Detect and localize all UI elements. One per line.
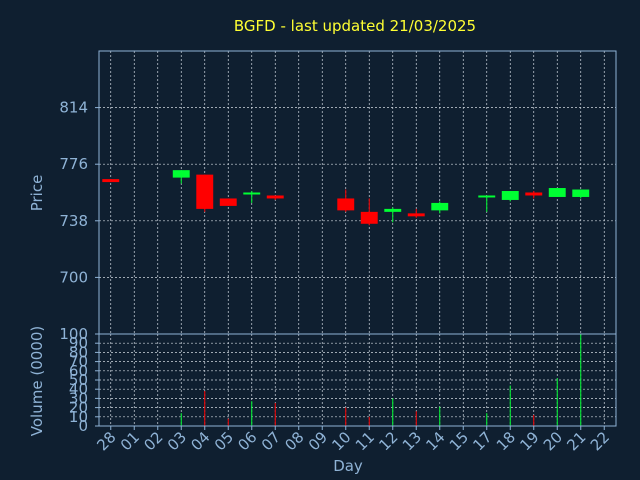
candle-body — [337, 198, 355, 211]
price-tick-label: 738 — [59, 212, 88, 230]
x-tick-label: 13 — [399, 428, 425, 454]
x-tick-label: 18 — [493, 428, 519, 454]
volume-frame — [98, 333, 617, 427]
price-axis-label: Price — [28, 175, 46, 212]
candle-body — [384, 208, 402, 212]
x-tick-label: 01 — [117, 428, 143, 454]
x-tick-label: 07 — [258, 428, 284, 454]
volume-grid — [99, 333, 616, 427]
candles — [102, 170, 590, 226]
candle-body — [478, 195, 496, 198]
candle-body — [219, 198, 237, 206]
price-tick-label: 776 — [59, 155, 88, 173]
x-tick-label: 28 — [93, 428, 119, 454]
x-tick-label: 15 — [446, 428, 472, 454]
volume-bars — [180, 334, 582, 426]
x-tick-label: 19 — [516, 428, 542, 454]
volume-tick-label: 50 — [69, 371, 88, 389]
x-axis-ticks: 2801020304050607080910111213141517181920… — [93, 426, 613, 454]
x-tick-label: 02 — [140, 428, 166, 454]
volume-axis-label: Volume (0000) — [28, 326, 46, 436]
x-tick-label: 03 — [164, 428, 190, 454]
volume-tick-label: 80 — [69, 343, 88, 361]
volume-tick-label: 100 — [59, 325, 88, 343]
volume-tick-label: 0 — [78, 417, 88, 435]
x-tick-label: 08 — [281, 428, 307, 454]
volume-tick-label: 90 — [69, 334, 88, 352]
x-tick-label: 04 — [187, 428, 213, 454]
x-tick-label: 10 — [328, 428, 354, 454]
chart-title: BGFD - last updated 21/03/2025 — [234, 17, 476, 35]
x-tick-label: 11 — [352, 428, 378, 454]
x-tick-label: 17 — [469, 428, 495, 454]
candle-body — [360, 211, 378, 224]
candle-body — [431, 202, 449, 211]
candle-body — [196, 174, 214, 209]
candle-body — [548, 188, 566, 197]
candle-body — [102, 179, 120, 183]
x-tick-label: 14 — [422, 428, 448, 454]
x-tick-label: 09 — [305, 428, 331, 454]
price-y-ticks: 700 738 776 814 — [59, 99, 99, 286]
candle-body — [243, 192, 261, 195]
candle-body — [266, 195, 284, 199]
price-tick-label: 814 — [59, 99, 88, 117]
candle-body — [525, 192, 543, 196]
price-panel: 700 738 776 814 — [59, 50, 617, 335]
candle-body — [501, 191, 519, 200]
x-tick-label: 05 — [211, 428, 237, 454]
x-axis-label: Day — [333, 457, 363, 475]
volume-tick-label: 10 — [69, 408, 88, 426]
volume-tick-label: 20 — [69, 399, 88, 417]
candle-body — [172, 170, 190, 178]
x-tick-label: 20 — [540, 428, 566, 454]
candle-body — [572, 189, 590, 197]
volume-tick-label: 60 — [69, 362, 88, 380]
x-tick-label: 12 — [375, 428, 401, 454]
price-tick-label: 700 — [59, 268, 88, 286]
x-tick-label: 22 — [587, 428, 613, 454]
volume-tick-label: 30 — [69, 389, 88, 407]
volume-tick-label: 40 — [69, 380, 88, 398]
x-tick-label: 21 — [563, 428, 589, 454]
volume-tick-label: 70 — [69, 353, 88, 371]
candle-body — [407, 213, 425, 217]
x-tick-label: 06 — [234, 428, 260, 454]
